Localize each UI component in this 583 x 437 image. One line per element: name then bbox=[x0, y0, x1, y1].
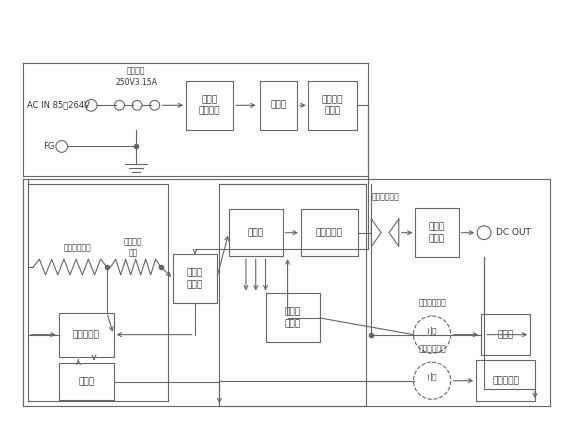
Bar bbox=[59, 312, 114, 357]
Text: 制　御: 制 御 bbox=[497, 330, 514, 339]
Text: FG: FG bbox=[43, 142, 55, 151]
Text: ヒューズ
250V3.15A: ヒューズ 250V3.15A bbox=[115, 67, 157, 87]
Text: DC OUT: DC OUT bbox=[496, 228, 531, 237]
Text: ノイズ
フィルタ: ノイズ フィルタ bbox=[199, 95, 220, 116]
Text: 整　流
平　滑: 整 流 平 滑 bbox=[187, 268, 203, 289]
Text: 整　流: 整 流 bbox=[270, 101, 286, 110]
Text: 電流検出
抗抗: 電流検出 抗抗 bbox=[124, 237, 142, 257]
Bar bbox=[308, 81, 357, 130]
Text: AC IN 85～264V: AC IN 85～264V bbox=[27, 101, 90, 110]
Text: )⎥空: )⎥空 bbox=[427, 373, 437, 381]
Bar bbox=[476, 360, 535, 401]
Text: フォトカプラ: フォトカプラ bbox=[418, 298, 446, 307]
Text: )⎥空: )⎥空 bbox=[427, 326, 437, 335]
Bar bbox=[59, 363, 114, 400]
Text: 突入電流
防　止: 突入電流 防 止 bbox=[321, 95, 343, 116]
Bar bbox=[416, 208, 459, 257]
Circle shape bbox=[413, 362, 451, 399]
Circle shape bbox=[150, 101, 160, 110]
Bar bbox=[301, 209, 357, 256]
Bar bbox=[259, 81, 297, 130]
Circle shape bbox=[132, 101, 142, 110]
Text: 過電圧保護: 過電圧保護 bbox=[492, 376, 519, 385]
Circle shape bbox=[413, 316, 451, 353]
Circle shape bbox=[115, 101, 124, 110]
Bar bbox=[481, 314, 530, 355]
Text: 出力トランス: 出力トランス bbox=[371, 192, 399, 201]
Bar bbox=[173, 254, 216, 303]
Text: 制　御: 制 御 bbox=[78, 377, 94, 386]
Bar bbox=[229, 209, 283, 256]
Text: 昇圧チョーク: 昇圧チョーク bbox=[64, 243, 92, 252]
Text: インバータ: インバータ bbox=[73, 330, 100, 339]
Text: 電　流
検　出: 電 流 検 出 bbox=[285, 308, 301, 328]
Text: フォトカプラ: フォトカプラ bbox=[418, 344, 446, 353]
Bar bbox=[186, 81, 233, 130]
Circle shape bbox=[85, 100, 97, 111]
Text: インバータ: インバータ bbox=[316, 228, 343, 237]
Circle shape bbox=[56, 141, 68, 153]
Circle shape bbox=[477, 226, 491, 239]
Text: 制　御: 制 御 bbox=[248, 228, 264, 237]
Text: 整　流
平　滑: 整 流 平 滑 bbox=[429, 222, 445, 243]
Bar bbox=[266, 294, 320, 343]
